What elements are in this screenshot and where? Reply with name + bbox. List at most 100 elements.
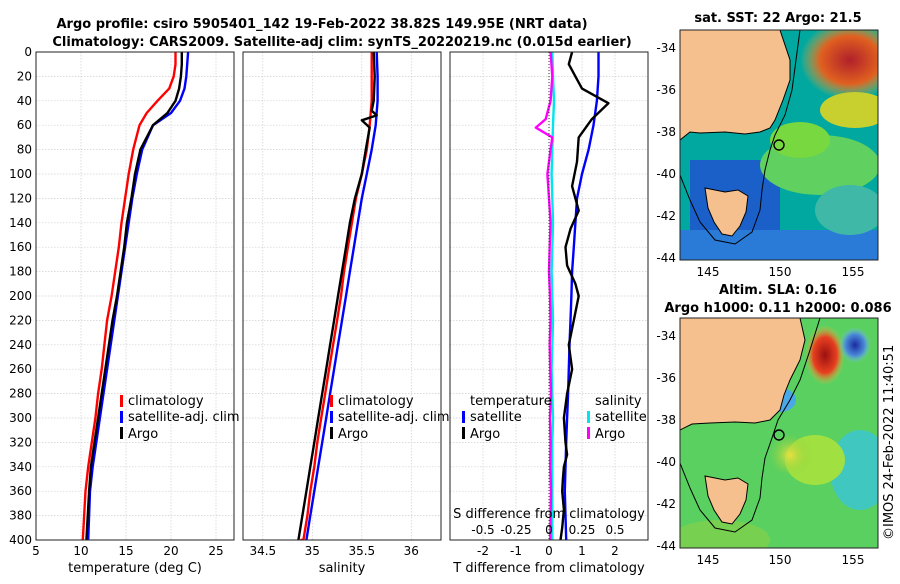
x-tick-label: 10 (73, 544, 88, 558)
legend-marker-s-argo (587, 427, 590, 439)
map-latitude-tick: -40 (656, 455, 676, 469)
difference-series (534, 52, 610, 540)
map-longitude-tick: 150 (769, 265, 792, 279)
salinity-series (297, 52, 379, 540)
legend-label-climatology: climatology (128, 394, 204, 409)
legend-marker-t-satellite (462, 411, 465, 423)
legend-marker-argo (120, 427, 123, 439)
map-longitude-tick: 155 (842, 553, 865, 567)
difference-tick-labels: -2 -1 0 1 2 (477, 544, 619, 558)
series-line-argo (297, 52, 378, 540)
legend-label-satellite: satellite-adj. clim (128, 410, 240, 425)
x-tick-label: -2 (477, 544, 489, 558)
legend-marker-t-argo (462, 427, 465, 439)
series-line-satellite-adj-clim (305, 52, 379, 540)
salinity-tick-labels: 34.5 35 35.5 36 (249, 544, 419, 558)
map-latitude-tick: -44 (656, 539, 676, 553)
depth-tick-label: 120 (9, 191, 32, 205)
s-difference-tick-label: 0.25 (569, 523, 596, 537)
salinity-legend: climatology satellite-adj. clim Argo (330, 394, 450, 442)
legend-marker-satellite (120, 411, 123, 423)
depth-tick-label: 60 (17, 118, 32, 132)
x-tick-label: 1 (578, 544, 586, 558)
temperature-panel: 0 20 40 60 80 100 120 140 160 180 200 220 240 260 280 3… (9, 45, 240, 576)
temperature-xlabel: temperature (deg C) (68, 561, 202, 576)
salinity-difference-tick-labels: -0.5 -0.25 0 0.25 0.5 (471, 523, 624, 537)
sla-map-title-line1: Altim. SLA: 0.16 (719, 283, 837, 298)
map-latitude-tick: -34 (656, 41, 676, 55)
legend-label-s-satellite: satellite (595, 410, 647, 425)
legend-title-salinity: salinity (595, 394, 642, 409)
depth-tick-label: 140 (9, 216, 32, 230)
x-tick-label: 35.5 (348, 544, 375, 558)
map-latitude-tick: -44 (656, 251, 676, 265)
map-longitude-tick: 155 (842, 265, 865, 279)
timestamp: ©IMOS 24-Feb-2022 11:40:51 (882, 345, 897, 540)
x-tick-label: 35 (305, 544, 320, 558)
depth-tick-label: 380 (9, 509, 32, 523)
difference-x2label: S difference from climatology (453, 507, 645, 522)
series-line-s-satellite (550, 52, 556, 540)
series-line-t-argo (559, 52, 610, 540)
x-tick-label: 25 (208, 544, 223, 558)
map-latitude-tick: -34 (656, 329, 676, 343)
temperature-grid (35, 51, 234, 541)
sla-argo-location (773, 429, 785, 441)
x-tick-label: 0 (545, 544, 553, 558)
depth-tick-label: 40 (17, 94, 32, 108)
salinity-panel: 34.5 35 35.5 36 salinity climatology satell… (242, 51, 450, 576)
figure-title-line2: Climatology: CARS2009. Satellite-adj cli… (52, 35, 631, 50)
depth-tick-label: 80 (17, 143, 32, 157)
legend-label-argo: Argo (128, 427, 158, 442)
legend-marker-satellite (330, 411, 333, 423)
salinity-xlabel: salinity (319, 561, 366, 576)
depth-tick-label: 160 (9, 240, 32, 254)
temperature-series (81, 52, 190, 540)
temperature-tick-labels: 5 10 15 20 25 (32, 544, 223, 558)
legend-label-climatology: climatology (338, 394, 414, 409)
legend-label-t-argo: Argo (470, 427, 500, 442)
depth-tick-label: 320 (9, 435, 32, 449)
legend-label-satellite: satellite-adj. clim (338, 410, 450, 425)
depth-tick-labels: 0 20 40 60 80 100 120 140 160 180 200 220 240 260 280 3… (9, 45, 32, 547)
depth-tick-label: 180 (9, 265, 32, 279)
sst-map: sat. SST: 22 Argo: 21.5 145 150 155 -34 -36 -… (656, 11, 879, 279)
sst-shelf-contour (680, 30, 801, 245)
s-difference-tick-label: -0.25 (500, 523, 531, 537)
legend-marker-argo (330, 427, 333, 439)
map-latitude-tick: -36 (656, 83, 676, 97)
map-longitude-tick: 145 (697, 265, 720, 279)
depth-tick-label: 400 (9, 533, 32, 547)
sla-land-mainland (680, 318, 806, 431)
sst-map-title: sat. SST: 22 Argo: 21.5 (694, 11, 861, 26)
x-tick-label: 2 (611, 544, 619, 558)
series-line-argo (85, 52, 184, 540)
difference-xlabel: T difference from climatology (452, 561, 645, 576)
difference-panel: -2 -1 0 1 2 T difference from climatology S … (449, 51, 649, 576)
difference-legend: temperature satellite Argo salinity sate… (462, 394, 647, 442)
x-tick-label: -1 (510, 544, 522, 558)
x-tick-label: 34.5 (249, 544, 276, 558)
map-latitude-tick: -42 (656, 497, 676, 511)
map-latitude-tick: -36 (656, 371, 676, 385)
map-latitude-tick: -38 (656, 125, 676, 139)
legend-label-argo: Argo (338, 427, 368, 442)
sla-land-tasmania (704, 475, 749, 525)
legend-title-temperature: temperature (470, 394, 552, 409)
depth-tick-label: 300 (9, 411, 32, 425)
x-tick-label: 15 (118, 544, 133, 558)
x-tick-label: 36 (404, 544, 419, 558)
sla-map: Altim. SLA: 0.16 Argo h1000: 0.11 h2000:… (656, 283, 891, 567)
map-latitude-tick: -40 (656, 167, 676, 181)
legend-marker-s-satellite (587, 411, 590, 423)
s-difference-tick-label: 0.5 (605, 523, 624, 537)
sst-argo-location (773, 139, 785, 151)
legend-marker-climatology (330, 395, 333, 407)
depth-tick-label: 360 (9, 484, 32, 498)
sla-shelf-contour (680, 318, 821, 533)
map-longitude-tick: 150 (769, 553, 792, 567)
depth-tick-label: 240 (9, 338, 32, 352)
legend-marker-climatology (120, 395, 123, 407)
legend-label-s-argo: Argo (595, 427, 625, 442)
